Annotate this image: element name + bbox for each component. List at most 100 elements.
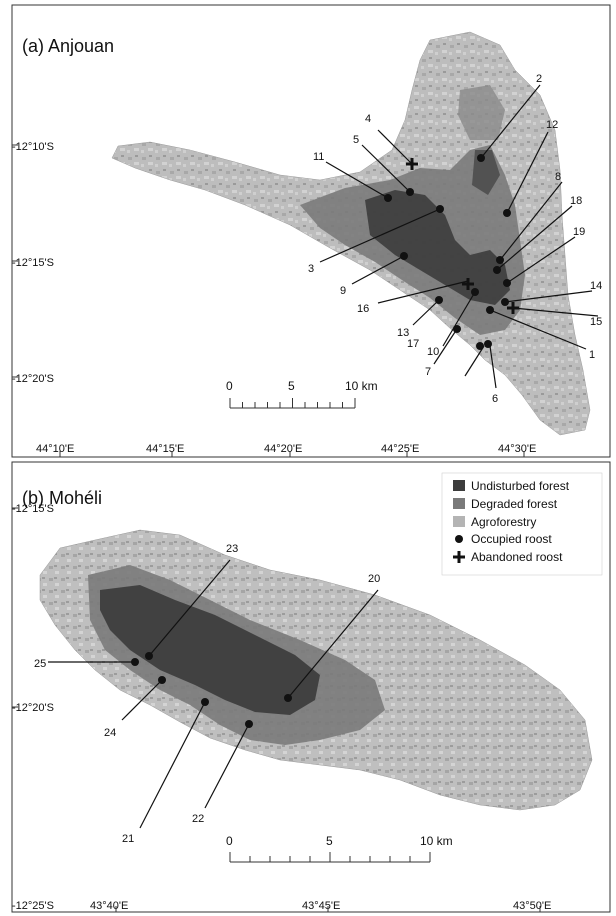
scale-label: 5 (288, 379, 295, 393)
roost-label: 16 (357, 303, 369, 315)
occupied-roost-marker (284, 694, 292, 702)
roost-labels-b: 20 21 22 23 24 25 (34, 543, 380, 845)
legend-occupied-symbol (455, 535, 463, 543)
lon-label: 44°15'E (146, 443, 184, 455)
roost-label: 6 (492, 393, 498, 405)
legend-box (441, 472, 603, 576)
lat-label: -12°15'S (12, 257, 54, 269)
legend-undisturbed-swatch (453, 480, 465, 491)
occupied-roosts-a (384, 154, 511, 350)
occupied-roost-marker (406, 188, 414, 196)
lat-label: -12°20'S (12, 702, 54, 714)
moheli-undisturbed-forest (100, 585, 320, 715)
legend: Undisturbed forest Degraded forest Agrof… (441, 472, 603, 576)
roost-label: 25 (34, 658, 46, 670)
roost-label: 9 (340, 285, 346, 297)
roost-leaders-b (48, 559, 379, 829)
scale-bar-b: 0 5 10 km (226, 834, 453, 863)
roost-label: 13 (397, 327, 409, 339)
scale-label: 0 (226, 834, 233, 848)
panel-anjouan: (a) Anjouan -12°10'S -12°15'S -12°20'S 4… (11, 4, 611, 458)
roost-label: 18 (570, 195, 582, 207)
lat-label: -12°20'S (12, 373, 54, 385)
occupied-roost-marker (453, 325, 461, 333)
legend-label: Abandoned roost (471, 550, 563, 564)
roost-label: 8 (555, 171, 561, 183)
lon-label: 43°45'E (302, 900, 340, 912)
abandoned-roost-marker (406, 158, 418, 170)
legend-label: Agroforestry (471, 515, 536, 529)
occupied-roost-marker (496, 256, 504, 264)
legend-label: Occupied roost (471, 532, 552, 546)
roost-label: 5 (353, 134, 359, 146)
panel-a-title: (a) Anjouan (22, 36, 114, 56)
occupied-roost-marker (400, 252, 408, 260)
scale-label: 10 km (420, 834, 453, 848)
abandoned-roost-marker (462, 278, 474, 290)
roost-label: 3 (308, 263, 314, 275)
legend-abandoned-symbol (453, 551, 465, 563)
panel-moheli: (b) Mohéli Undisturbed forest Degraded f… (11, 461, 611, 913)
roost-label: 11 (313, 151, 324, 163)
occupied-roost-marker (131, 658, 139, 666)
lon-label: 43°40'E (90, 900, 128, 912)
occupied-roosts-b (131, 652, 292, 728)
occupied-roost-marker (245, 720, 253, 728)
roost-label: 7 (425, 366, 431, 378)
abandoned-roosts-a (406, 158, 519, 314)
occupied-roost-marker (486, 306, 494, 314)
lon-label: 44°25'E (381, 443, 419, 455)
scale-label: 5 (326, 834, 333, 848)
occupied-roost-marker (503, 209, 511, 217)
legend-agroforestry-swatch (453, 516, 465, 527)
scale-label: 0 (226, 379, 233, 393)
lon-label: 43°50'E (513, 900, 551, 912)
roost-label: 22 (192, 813, 204, 825)
roost-label: 20 (368, 573, 380, 585)
panel-b-ticks (12, 507, 541, 912)
legend-label: Undisturbed forest (471, 479, 570, 493)
occupied-roost-marker (435, 296, 443, 304)
roost-label: 12 (546, 119, 558, 131)
legend-label: Degraded forest (471, 497, 558, 511)
anjouan-undisturbed-forest (365, 190, 510, 305)
roost-label: 21 (122, 833, 134, 845)
scale-label: 10 km (345, 379, 378, 393)
occupied-roost-marker (471, 288, 479, 296)
roost-label: 24 (104, 727, 116, 739)
lat-label: -12°10'S (12, 141, 54, 153)
roost-labels-a: 1 2 3 5 6 7 8 9 10 11 12 13 14 17 18 19 … (308, 73, 602, 405)
occupied-roost-marker (493, 266, 501, 274)
roost-leaders-a (319, 84, 599, 389)
occupied-roost-marker (384, 194, 392, 202)
lon-label: 44°30'E (498, 443, 536, 455)
lon-label: 44°20'E (264, 443, 302, 455)
roost-label: 14 (590, 280, 602, 292)
panel-b-title: (b) Mohéli (22, 488, 102, 508)
occupied-roost-marker (201, 698, 209, 706)
occupied-roost-marker (484, 340, 492, 348)
occupied-roost-marker (477, 154, 485, 162)
occupied-roost-marker (503, 279, 511, 287)
panel-a-ticks (12, 144, 525, 457)
roost-label: 15 (590, 316, 602, 328)
roost-label: 17 (407, 338, 419, 350)
roost-label: 1 (589, 349, 595, 361)
lon-label: 44°10'E (36, 443, 74, 455)
roost-label: 4 (365, 113, 371, 125)
roost-label: 10 (427, 346, 439, 358)
occupied-roost-marker (436, 205, 444, 213)
scale-bar-a: 0 5 10 km (226, 379, 378, 409)
abandoned-roost-marker (507, 302, 519, 314)
occupied-roost-marker (158, 676, 166, 684)
lat-label: -12°25'S (12, 900, 54, 912)
lat-label: -12°15'S (12, 503, 54, 515)
roost-label: 23 (226, 543, 238, 555)
roost-label: 19 (573, 226, 585, 238)
occupied-roost-marker (145, 652, 153, 660)
roost-label: 2 (536, 73, 542, 85)
anjouan-degraded-forest (458, 85, 505, 140)
legend-degraded-swatch (453, 498, 465, 509)
occupied-roost-marker (501, 298, 509, 306)
